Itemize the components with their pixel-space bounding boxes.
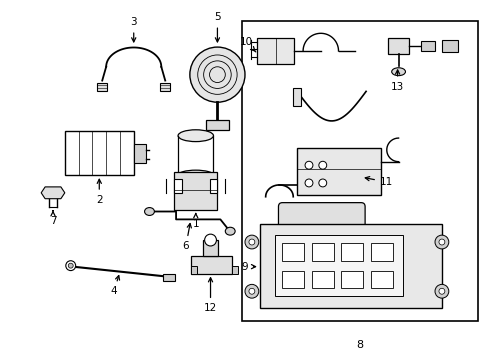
Circle shape [318, 161, 326, 169]
Circle shape [189, 47, 244, 102]
Bar [387, 38, 408, 54]
Bar [293, 89, 301, 106]
Bar [242, 21, 477, 321]
Bar [282, 271, 304, 288]
Text: 2: 2 [96, 179, 102, 205]
Ellipse shape [225, 227, 235, 235]
Bar [311, 271, 333, 288]
Bar [163, 274, 175, 282]
Bar [282, 243, 304, 261]
Bar [420, 41, 434, 51]
Text: 12: 12 [203, 278, 217, 313]
Circle shape [305, 161, 312, 169]
Bar [160, 82, 170, 91]
Bar [274, 235, 402, 296]
Circle shape [305, 179, 312, 187]
Circle shape [244, 235, 258, 249]
Circle shape [244, 284, 258, 298]
Bar [133, 144, 145, 163]
Bar [441, 40, 457, 52]
Bar [370, 271, 392, 288]
Bar [65, 131, 133, 175]
Bar [190, 266, 196, 274]
Bar [174, 172, 217, 210]
Text: 9: 9 [241, 262, 255, 272]
Bar [297, 148, 380, 195]
Bar [341, 271, 363, 288]
Ellipse shape [178, 170, 213, 180]
Circle shape [68, 263, 73, 268]
Ellipse shape [178, 130, 213, 141]
Text: 4: 4 [110, 275, 119, 296]
Bar [256, 38, 294, 64]
Circle shape [66, 261, 76, 271]
Bar [209, 179, 217, 193]
FancyBboxPatch shape [278, 203, 365, 230]
Ellipse shape [144, 208, 154, 215]
Bar [174, 179, 182, 193]
Circle shape [434, 235, 448, 249]
Circle shape [248, 288, 254, 294]
Polygon shape [41, 187, 65, 199]
Bar [370, 243, 392, 261]
Bar [205, 120, 229, 130]
Text: 6: 6 [182, 224, 191, 251]
Circle shape [438, 239, 444, 245]
Circle shape [248, 239, 254, 245]
Bar [311, 243, 333, 261]
Ellipse shape [391, 68, 405, 76]
Circle shape [204, 234, 216, 246]
Circle shape [438, 288, 444, 294]
Text: 7: 7 [50, 211, 56, 226]
Circle shape [318, 179, 326, 187]
Bar [259, 224, 441, 308]
Text: 1: 1 [192, 213, 199, 229]
Text: 3: 3 [130, 17, 137, 42]
Text: 10: 10 [239, 37, 255, 52]
Bar [97, 82, 107, 91]
Text: 5: 5 [214, 13, 220, 42]
Bar [232, 266, 238, 274]
Circle shape [434, 284, 448, 298]
Bar [341, 243, 363, 261]
Text: 8: 8 [356, 341, 363, 350]
Bar [202, 240, 218, 256]
Text: 13: 13 [390, 70, 404, 91]
Bar [190, 256, 232, 274]
Text: 11: 11 [365, 177, 392, 187]
